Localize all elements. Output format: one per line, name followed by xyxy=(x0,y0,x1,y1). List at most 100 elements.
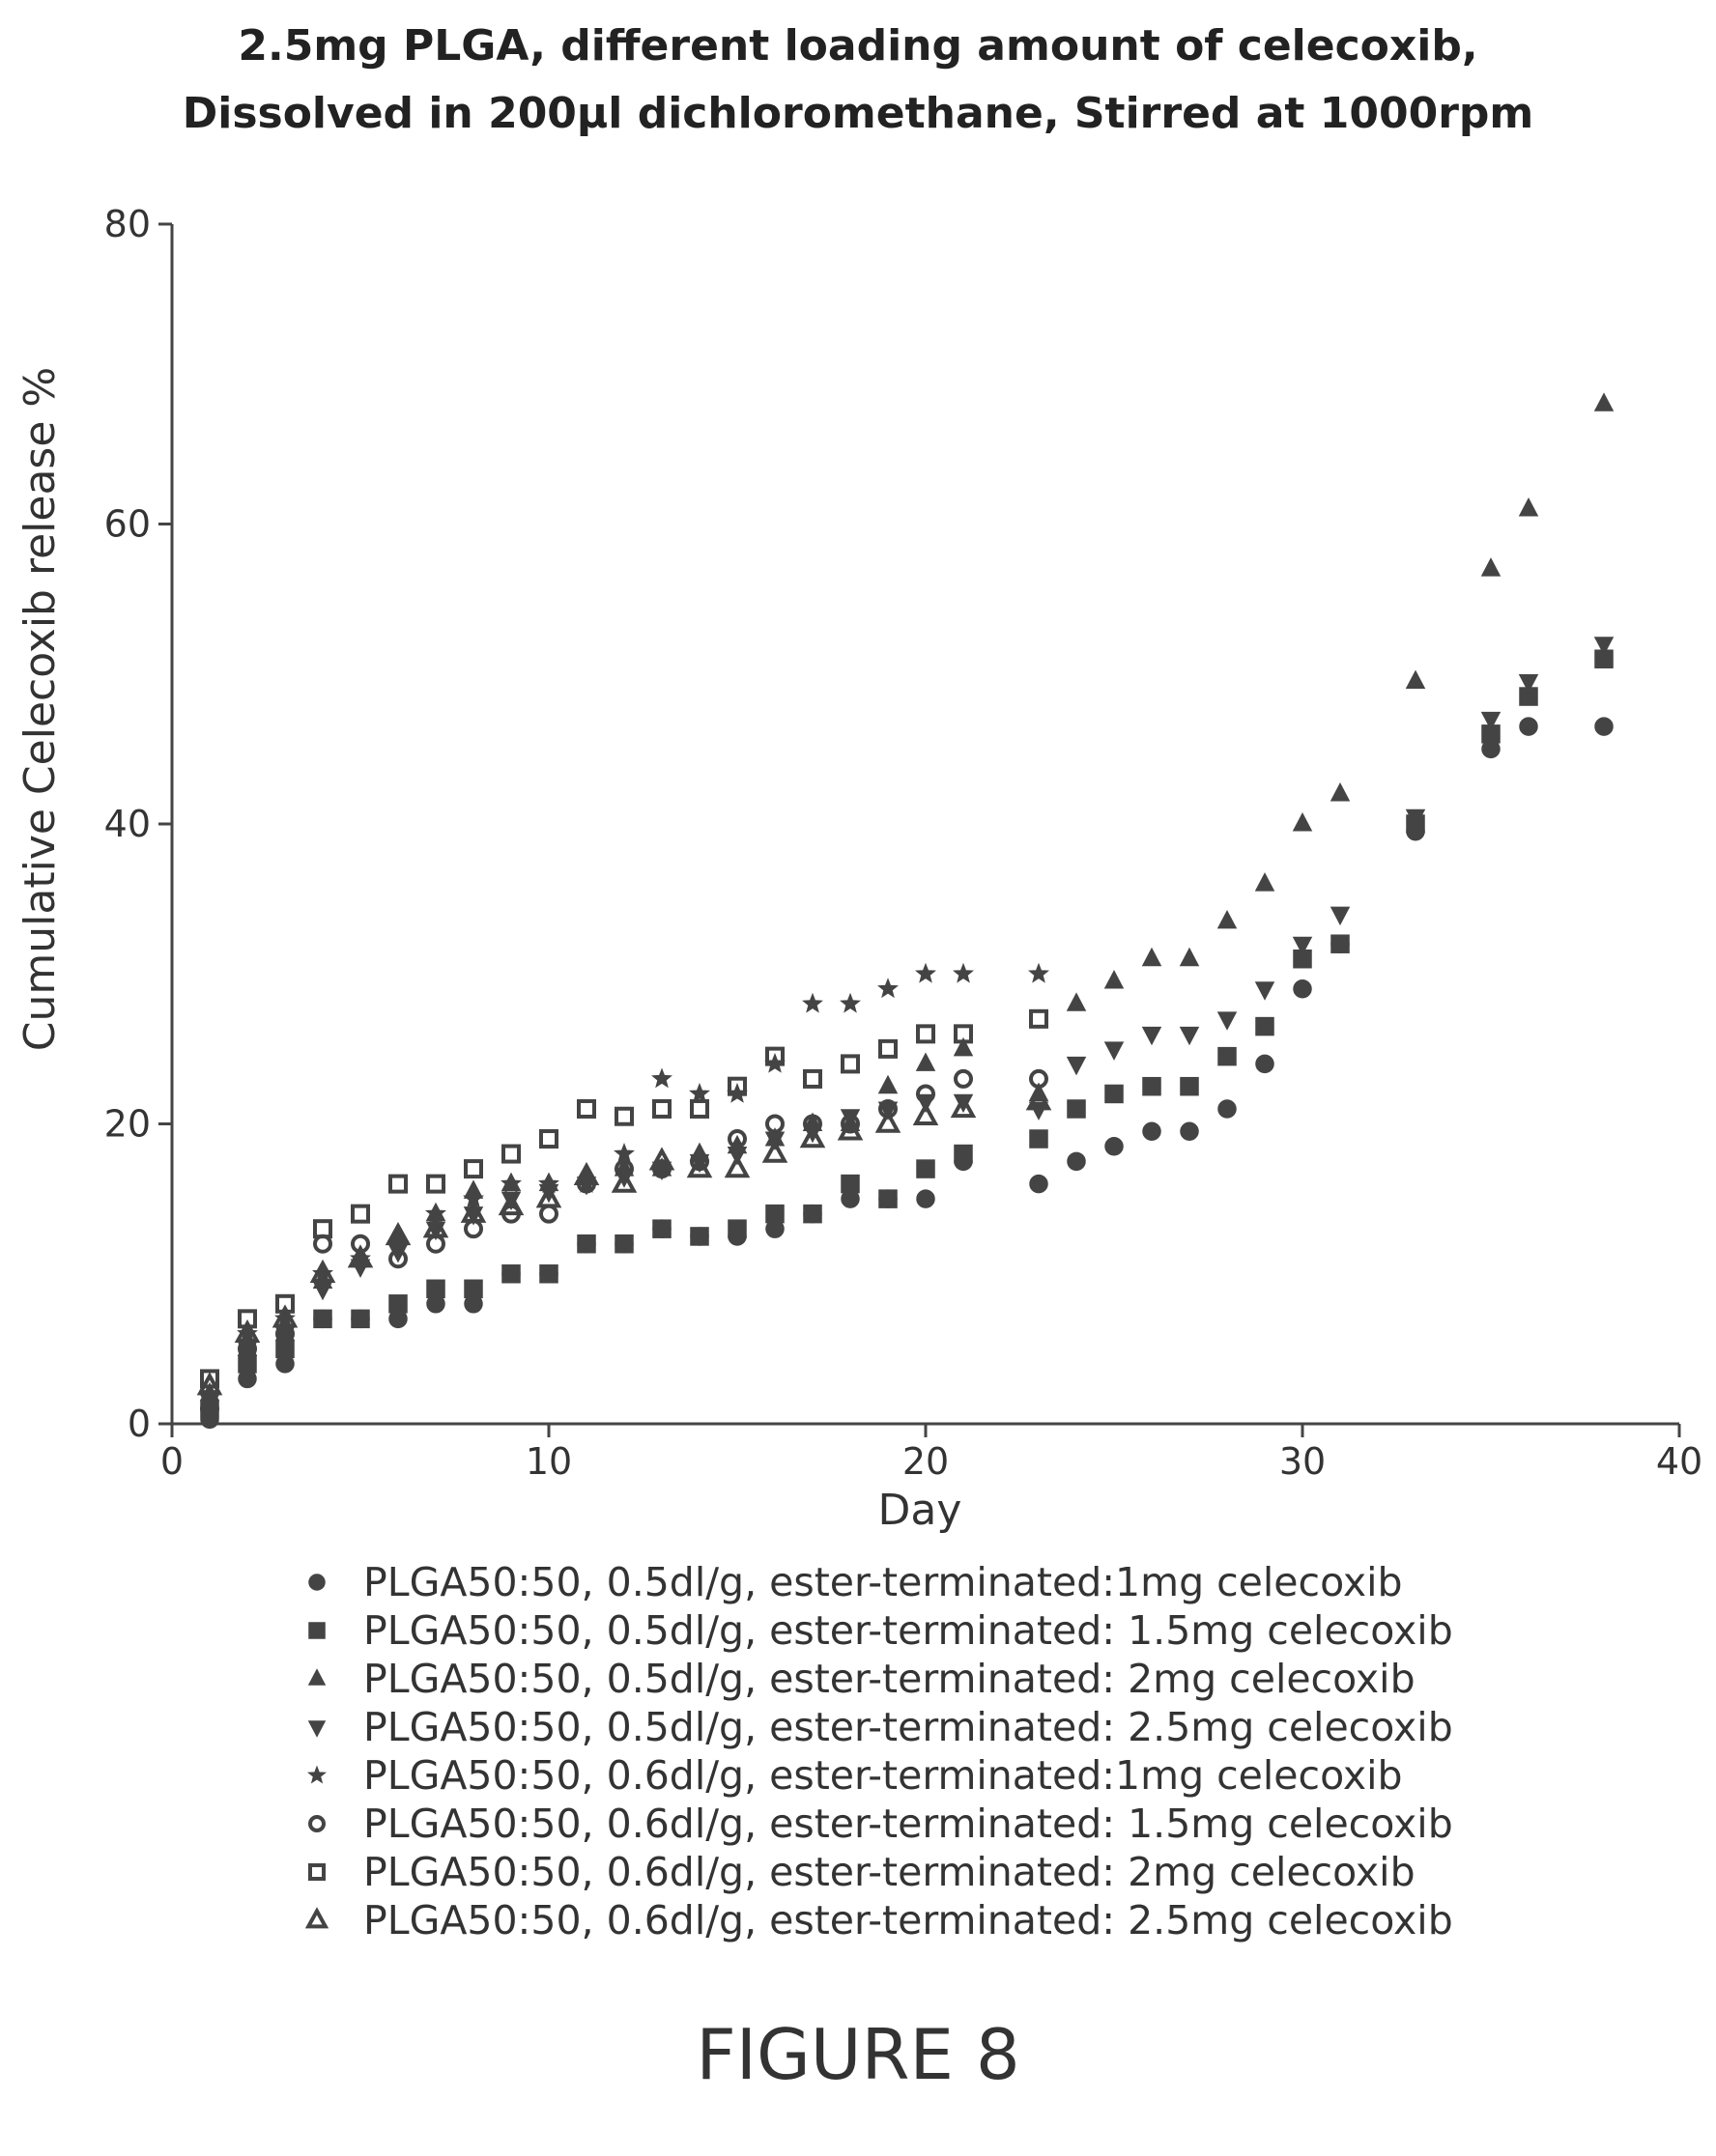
data-point xyxy=(611,1169,638,1193)
x-tick-label: 40 xyxy=(1656,1440,1702,1483)
legend-label: PLGA50:50, 0.5dl/g, ester-terminated: 2.… xyxy=(363,1704,1453,1750)
legend: PLGA50:50, 0.5dl/g, ester-terminated:1mg… xyxy=(304,1559,1453,1943)
data-point xyxy=(614,1143,635,1163)
data-point xyxy=(1216,909,1238,929)
data-point xyxy=(498,1191,525,1216)
data-point xyxy=(802,992,823,1013)
data-point xyxy=(916,1159,935,1178)
data-point xyxy=(1292,936,1313,956)
data-point xyxy=(200,1399,219,1419)
data-points xyxy=(196,392,1615,1430)
legend-label: PLGA50:50, 0.5dl/g, ester-terminated: 1.… xyxy=(363,1607,1453,1654)
series-7 xyxy=(200,1008,1048,1389)
x-tick-label: 20 xyxy=(902,1440,949,1483)
data-point xyxy=(765,1204,785,1224)
data-point xyxy=(1254,981,1275,1001)
data-point xyxy=(539,1264,558,1284)
data-point xyxy=(1066,1056,1087,1076)
data-point xyxy=(1180,1076,1199,1096)
data-point xyxy=(728,1219,747,1238)
legend-marker xyxy=(308,1863,326,1881)
data-point xyxy=(460,1199,487,1223)
y-tick-label: 80 xyxy=(104,203,151,245)
series-2 xyxy=(200,649,1614,1419)
y-tick-label: 20 xyxy=(104,1103,151,1146)
data-point xyxy=(234,1319,261,1344)
data-point xyxy=(388,1294,408,1314)
legend-item: PLGA50:50, 0.6dl/g, ester-terminated: 2.… xyxy=(304,1897,1453,1943)
data-point xyxy=(837,1117,864,1141)
data-point xyxy=(954,1068,973,1089)
data-point xyxy=(765,1046,785,1066)
legend-label: PLGA50:50, 0.6dl/g, ester-terminated:1mg… xyxy=(363,1752,1403,1799)
data-point xyxy=(573,1161,600,1186)
data-point xyxy=(915,962,936,983)
legend-marker xyxy=(307,1720,327,1738)
data-point xyxy=(1028,962,1049,983)
data-point xyxy=(724,1154,751,1178)
y-tick-label: 40 xyxy=(104,803,151,845)
data-point xyxy=(309,1259,336,1283)
y-tick-label: 0 xyxy=(128,1403,151,1445)
data-point xyxy=(426,1279,445,1299)
data-point xyxy=(1142,1121,1161,1142)
data-point xyxy=(915,1052,936,1071)
data-point xyxy=(912,1101,939,1125)
chart-title-line-2: Dissolved in 200µl dichloromethane, Stir… xyxy=(183,89,1534,138)
data-point xyxy=(1180,1121,1199,1142)
data-point xyxy=(422,1214,449,1238)
data-point xyxy=(539,1129,558,1149)
data-point xyxy=(878,1189,898,1208)
data-point xyxy=(1029,1129,1048,1149)
data-point xyxy=(615,1106,634,1126)
legend-marker xyxy=(304,1907,329,1929)
data-point xyxy=(1104,1137,1124,1156)
legend-marker xyxy=(308,1815,326,1832)
legend-item: PLGA50:50, 0.6dl/g, ester-terminated:1mg… xyxy=(306,1752,1403,1799)
data-point xyxy=(1292,812,1313,832)
data-point xyxy=(464,1159,483,1179)
figure-label: FIGURE 8 xyxy=(696,2014,1019,2095)
data-point xyxy=(954,1144,973,1164)
data-point xyxy=(878,1038,898,1059)
data-point xyxy=(728,1076,747,1096)
data-point xyxy=(651,1067,672,1089)
data-point xyxy=(577,1234,596,1254)
data-point xyxy=(1480,557,1502,577)
data-point xyxy=(1593,392,1615,411)
data-point xyxy=(1216,1011,1238,1031)
data-point xyxy=(500,1173,522,1193)
data-point xyxy=(1330,906,1351,926)
data-point xyxy=(1518,674,1539,694)
series-8 xyxy=(196,1087,1052,1396)
data-point xyxy=(426,1174,445,1194)
legend-item: PLGA50:50, 0.5dl/g, ester-terminated:1mg… xyxy=(308,1559,1403,1605)
data-point xyxy=(1067,1151,1086,1172)
data-point xyxy=(1179,1026,1200,1046)
data-point xyxy=(237,1322,258,1344)
legend-item: PLGA50:50, 0.5dl/g, ester-terminated: 1.… xyxy=(308,1607,1453,1654)
data-point xyxy=(312,1262,333,1284)
x-tick-label: 30 xyxy=(1279,1440,1326,1483)
data-point xyxy=(1593,637,1615,656)
data-point xyxy=(652,1098,672,1119)
data-point xyxy=(464,1279,483,1299)
data-point xyxy=(1142,1076,1161,1096)
data-point xyxy=(347,1244,374,1268)
data-point xyxy=(874,1109,901,1133)
data-point xyxy=(1405,808,1426,829)
series-3 xyxy=(199,392,1615,1402)
data-point xyxy=(841,1114,860,1134)
data-point xyxy=(953,1036,974,1057)
data-point xyxy=(1293,979,1312,999)
data-point xyxy=(840,992,861,1013)
data-point xyxy=(385,1221,412,1246)
data-point xyxy=(686,1154,713,1178)
data-point xyxy=(1330,934,1350,953)
data-point xyxy=(1254,872,1275,892)
data-point xyxy=(950,1094,977,1119)
data-point xyxy=(689,1082,710,1103)
data-point xyxy=(1025,1087,1052,1111)
data-point xyxy=(1029,1174,1048,1194)
legend-label: PLGA50:50, 0.5dl/g, ester-terminated: 2m… xyxy=(363,1656,1416,1702)
